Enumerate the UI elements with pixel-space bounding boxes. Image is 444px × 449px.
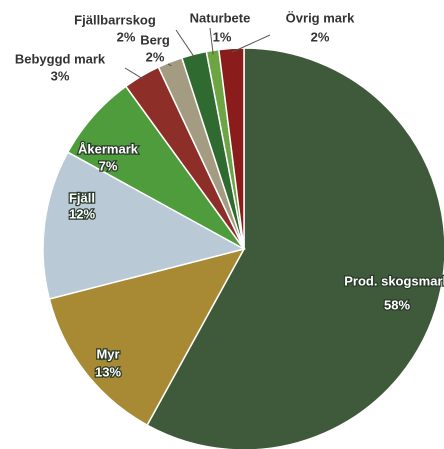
slice-value: 2% xyxy=(146,49,165,64)
slice-value: 3% xyxy=(51,68,70,83)
slice-label: Berg xyxy=(140,32,170,47)
slice-label: Prod. skogsmark xyxy=(344,273,444,288)
chart: Prod. skogsmark 58% Myr 13% Fjäll12% Åkermark… xyxy=(0,0,444,449)
slice-label: Övrig mark xyxy=(286,10,355,25)
slice-label: Naturbete xyxy=(190,10,251,25)
slice-label: Bebyggd mark xyxy=(15,51,106,66)
slice-label: Fjäll xyxy=(69,190,95,205)
slice-value: 13% xyxy=(95,364,121,379)
slice-value: 1% xyxy=(213,29,232,44)
slice-label: Åkermark xyxy=(78,141,139,156)
slice-value: 12% xyxy=(69,206,95,221)
slice-value: 2% xyxy=(117,29,136,44)
slice-label: Fjällbarrskog xyxy=(74,12,156,27)
slice-label: Myr xyxy=(96,346,119,361)
slice-value: 2% xyxy=(311,29,330,44)
leader-line xyxy=(176,30,195,58)
slice-value: 58% xyxy=(384,297,410,312)
slice-value: 7% xyxy=(99,158,118,173)
leader-line xyxy=(125,68,144,79)
